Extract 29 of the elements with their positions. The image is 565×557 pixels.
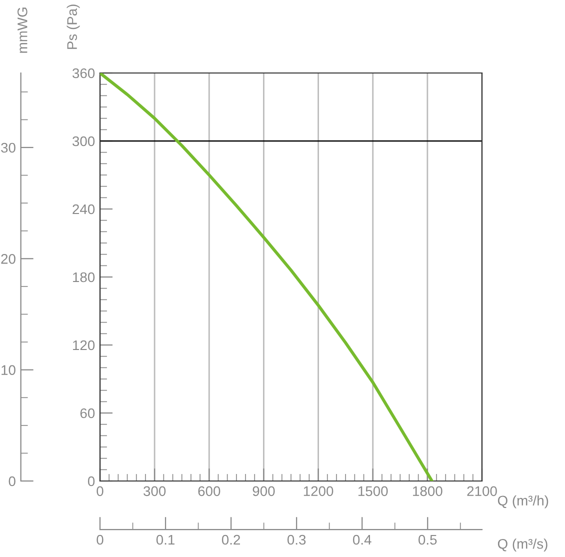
y2-tick-label: 20 [1,254,16,264]
y-tick-label: 0 [88,476,95,486]
x2-tick-label: 0.3 [287,534,306,545]
x2-tick-label: 0.4 [352,534,372,545]
x-tick-label: 0 [96,486,104,496]
x2-tick-label: 0.1 [156,534,174,545]
x-axis-title: Q (m³/h) [498,495,548,508]
y-tick-label: 180 [73,272,95,282]
y-axis-title: Ps (Pa) [66,4,80,49]
x2-tick-label: 0.5 [418,534,437,545]
x-tick-label: 300 [144,486,166,496]
y-tick-label: 360 [72,68,95,78]
x-tick-label: 2100 [467,486,497,496]
y2-axis-title: mmWG [17,8,28,53]
x-tick-label: 900 [252,486,275,496]
x-tick-label: 1800 [413,486,442,496]
y2-tick-label: 0 [8,476,16,486]
y-tick-label: 60 [80,408,95,418]
x2-tick-label: 0.2 [222,534,240,545]
x2-tick-label: 0 [96,534,104,545]
x2-axis-title: Q (m³/s) [498,538,548,552]
y2-tick-label: 30 [1,142,16,153]
x-tick-label: 1200 [304,486,334,496]
y-tick-label: 240 [72,204,95,214]
y2-tick-label: 10 [2,365,16,375]
x-tick-label: 600 [198,486,220,496]
x-tick-label: 1500 [358,486,388,496]
y-tick-label: 300 [72,136,95,146]
y-tick-label: 120 [73,340,95,350]
